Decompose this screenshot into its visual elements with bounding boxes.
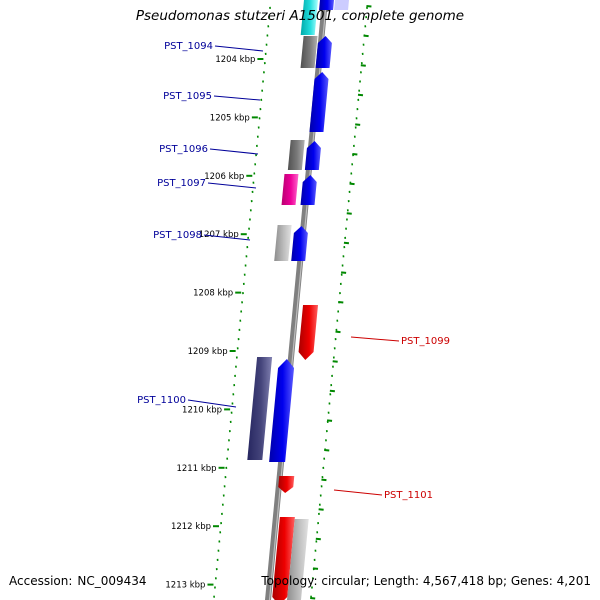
track-dash (312, 567, 319, 570)
gene-label[interactable]: PST_1096 (159, 144, 208, 155)
gene-leader-line (214, 45, 264, 52)
gene-label[interactable]: PST_1101 (384, 490, 433, 501)
feature-layer (247, 0, 349, 600)
gene-label[interactable]: PST_1098 (153, 230, 202, 241)
gene-label[interactable]: PST_1099 (401, 336, 450, 347)
gene-label[interactable]: PST_1100 (137, 395, 186, 406)
gene-arrow[interactable] (300, 175, 317, 205)
feature-box[interactable] (286, 519, 309, 600)
track-dash (329, 389, 335, 393)
track-dash (321, 478, 327, 482)
track-dash (318, 508, 324, 511)
track-dash (332, 360, 338, 363)
genome-title: Pseudomonas stutzeri A1501, complete gen… (135, 8, 465, 24)
feature-box[interactable] (319, 0, 334, 10)
accession-label: Accession: (9, 574, 73, 588)
feature-box[interactable] (247, 357, 273, 460)
gene-leader-line (333, 489, 383, 496)
kbp-tick-label: 1208 kbp (193, 289, 233, 299)
feature-box[interactable] (300, 36, 318, 68)
feature-box[interactable] (281, 174, 299, 205)
accession-value: NC_009434 (77, 574, 147, 588)
track-dash (343, 241, 350, 245)
gene-arrow[interactable] (291, 226, 308, 261)
kbp-tick-label: 1206 kbp (204, 172, 244, 182)
gene-label[interactable]: PST_1095 (163, 91, 212, 102)
gene-label[interactable]: PST_1097 (157, 178, 206, 189)
accession-info: Accession: NC_009434 (9, 574, 147, 588)
track-dash (366, 5, 372, 8)
track-dash (338, 301, 344, 304)
feature-box[interactable] (334, 0, 349, 10)
gene-leader-line (350, 336, 400, 342)
feature-box[interactable] (300, 0, 318, 35)
gene-arrow[interactable] (309, 72, 329, 132)
track-dash (360, 64, 366, 67)
track-dash (310, 597, 316, 600)
track-dash (341, 271, 347, 274)
kbp-tick-label: 1207 kbp (199, 230, 239, 240)
label-layer: PST_1094 PST_1095 PST_1096 PST_1097 PST_1098… (137, 41, 450, 501)
track-dash (363, 34, 369, 38)
gene-leader-line (209, 148, 259, 155)
tick-layer: 1204 kbp 1205 kbp 1206 kbp 1207 kbp 1208 kbp… (165, 5, 372, 600)
track-dash (352, 153, 358, 156)
gene-arrow[interactable] (278, 476, 295, 493)
gene-label[interactable]: PST_1094 (164, 41, 213, 52)
track-dash (357, 93, 364, 97)
gene-arrow[interactable] (269, 359, 295, 462)
track-dash (326, 419, 333, 422)
kbp-tick-label: 1209 kbp (188, 347, 228, 357)
track-dash (315, 537, 321, 541)
kbp-tick-label: 1212 kbp (171, 522, 211, 532)
gene-leader-line (203, 234, 251, 241)
gene-arrow[interactable] (298, 305, 319, 360)
gene-leader-line (187, 399, 237, 408)
gene-leader-line (213, 95, 261, 101)
track-dash (355, 123, 361, 126)
gene-arrow[interactable] (315, 36, 332, 68)
feature-box[interactable] (287, 140, 305, 170)
track-dash (349, 182, 355, 186)
topology-info: Topology: circular; Length: 4,567,418 bp… (261, 574, 591, 588)
track-dash (346, 212, 352, 215)
track-dash (335, 330, 341, 334)
feature-box[interactable] (272, 517, 295, 600)
kbp-tick-label: 1205 kbp (210, 113, 250, 123)
gene-arrow[interactable] (304, 141, 321, 170)
feature-box[interactable] (274, 225, 292, 261)
kbp-tick-label: 1213 kbp (165, 581, 205, 591)
kbp-tick-label: 1211 kbp (176, 464, 216, 474)
kbp-tick-label: 1204 kbp (215, 55, 255, 65)
track-dash (324, 449, 330, 452)
kbp-tick-label: 1210 kbp (182, 405, 222, 415)
gene-leader-line (207, 182, 257, 189)
